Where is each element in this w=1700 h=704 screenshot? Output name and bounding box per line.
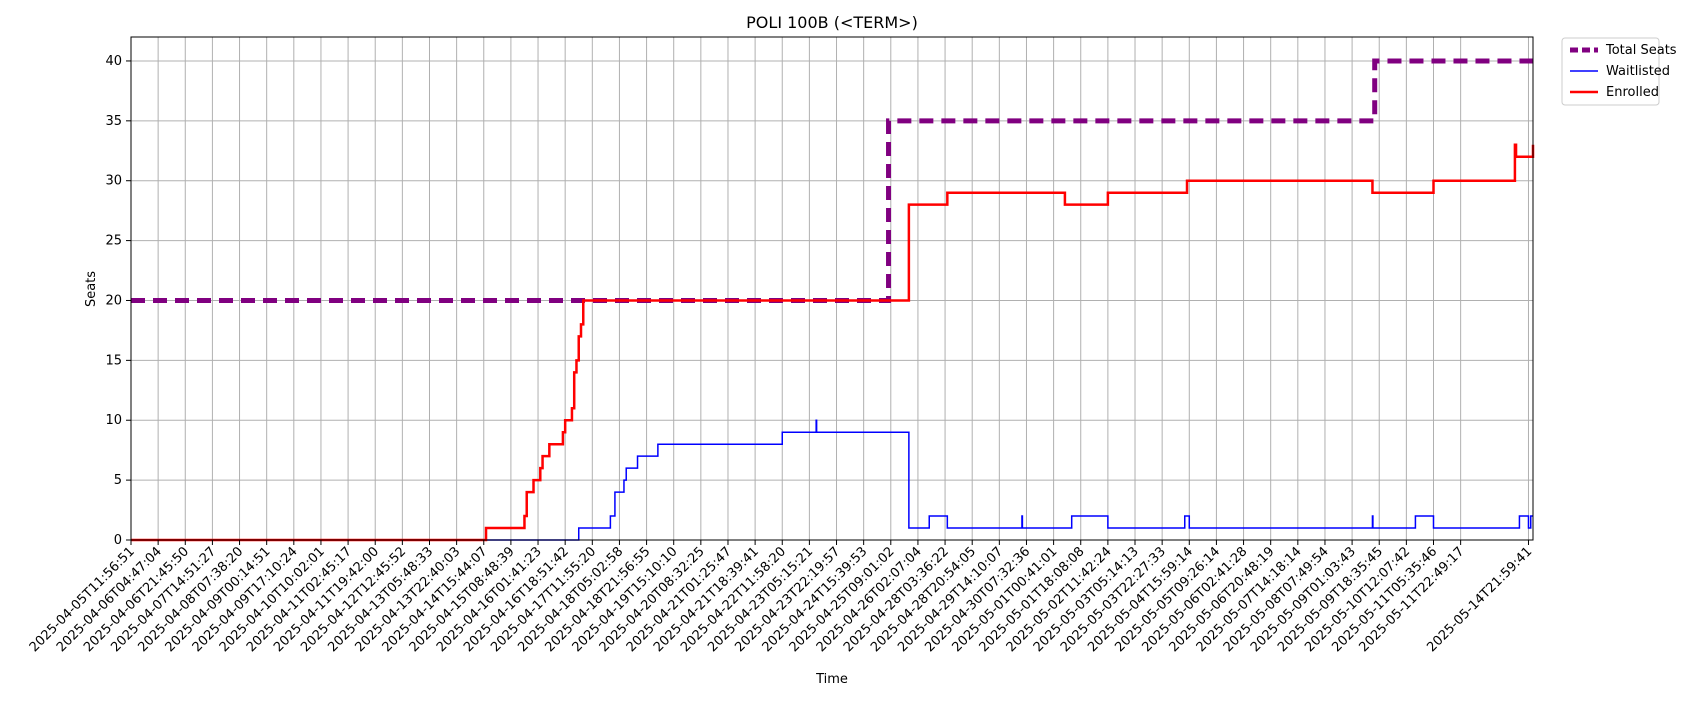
y-tick-label: 10 — [105, 413, 122, 428]
series-line-enrolled — [131, 143, 1535, 542]
y-tick-label: 5 — [114, 473, 122, 488]
legend-label: Waitlisted — [1606, 64, 1670, 79]
y-tick-label: 30 — [105, 174, 122, 189]
x-axis-label: Time — [815, 672, 848, 687]
y-axis-label: Seats — [84, 271, 99, 307]
y-axis: 0 5 10 15 20 25 30 35 40 — [105, 54, 131, 548]
y-tick-label: 15 — [105, 353, 122, 368]
x-axis: 2025-04-05T11:56:512025-04-06T04:47:0420… — [27, 540, 1535, 655]
chart-title: POLI 100B (<TERM>) — [746, 13, 918, 32]
y-tick-label: 25 — [105, 234, 122, 249]
legend-box — [1561, 37, 1660, 106]
y-tick-label: 35 — [105, 114, 122, 129]
legend: Total Seats Waitlisted Enrolled — [1561, 37, 1677, 106]
y-tick-label: 40 — [105, 54, 122, 69]
legend-label: Enrolled — [1606, 85, 1659, 100]
y-tick-label: 20 — [105, 293, 122, 308]
y-tick-label: 0 — [114, 533, 122, 548]
series-line-total-seats — [131, 58, 1533, 303]
plot-frame — [130, 36, 1534, 541]
series-layer — [131, 58, 1535, 542]
series-line-waitlisted — [131, 419, 1533, 541]
legend-label: Total Seats — [1605, 43, 1677, 58]
